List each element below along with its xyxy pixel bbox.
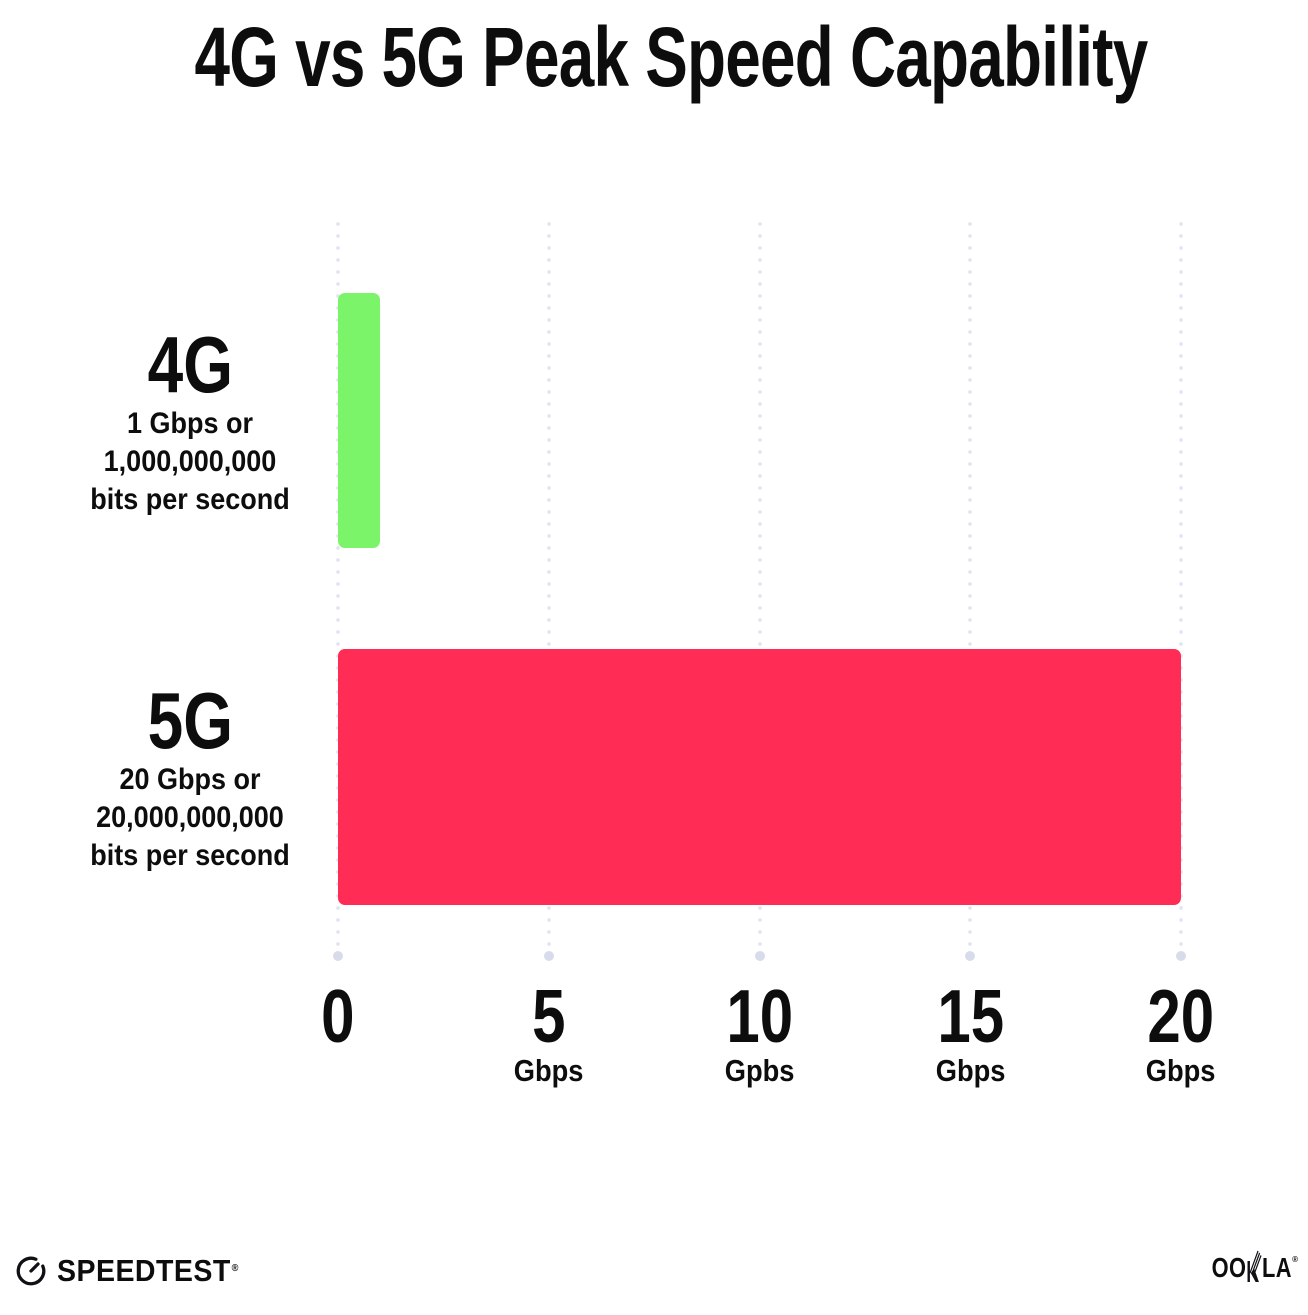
x-tick-unit-5: Gbps (399, 1055, 699, 1086)
row-label-4g: 4G (40, 325, 340, 405)
x-tick-unit-10: Gpbs (610, 1055, 910, 1086)
speedtest-trademark-symbol: ® (231, 1263, 239, 1274)
ookla-wordmark-la: LA (1262, 1252, 1293, 1283)
x-tick-label-20: 20 (1031, 979, 1308, 1054)
axis-tick-dot-0 (333, 951, 343, 961)
bar-5g (338, 649, 1181, 905)
speedtest-wordmark: SPEEDTEST® (57, 1254, 238, 1288)
row-description-line: bits per second (90, 483, 290, 516)
chart-title-text: 4G vs 5G Peak Speed Capability (194, 10, 1149, 104)
x-tick-value: 10 (726, 974, 793, 1058)
x-tick-unit-text: Gbps (513, 1053, 584, 1088)
row-label-5g: 5G (40, 681, 340, 761)
axis-tick-dot-20 (1176, 951, 1186, 961)
x-tick-label-10: 10 (610, 979, 910, 1054)
row-description-line: 20,000,000,000 (96, 801, 284, 834)
x-tick-unit-text: Gpbs (724, 1053, 795, 1088)
row-label-text: 4G (147, 320, 233, 409)
gridline-0 (336, 222, 340, 949)
axis-tick-dot-10 (754, 951, 765, 961)
x-tick-unit-text: Gbps (935, 1053, 1006, 1088)
x-tick-value: 5 (532, 974, 566, 1058)
x-tick-value: 0 (321, 974, 355, 1058)
row-description-line: bits per second (90, 839, 290, 872)
x-tick-value: 15 (936, 974, 1004, 1058)
ookla-trademark-symbol: ® (1292, 1255, 1298, 1264)
x-tick-value: 20 (1147, 974, 1215, 1058)
gridline-15 (968, 222, 973, 949)
row-description-line: 1,000,000,000 (103, 445, 277, 478)
ookla-wordmark: OO LA (1212, 1250, 1292, 1282)
x-tick-unit-15: Gbps (820, 1055, 1120, 1086)
row-label-text: 5G (147, 676, 233, 765)
row-description-4g: 1 Gbps or 1,000,000,000 bits per second (40, 405, 340, 519)
gridline-10 (757, 222, 762, 949)
x-tick-label-15: 15 (820, 979, 1120, 1054)
gridline-20 (1179, 222, 1183, 949)
ookla-logo: OO LA ® (1189, 1250, 1298, 1282)
row-description-line: 20 Gbps or (119, 763, 261, 796)
speedtest-wordmark-text: SPEEDTEST (57, 1253, 231, 1288)
axis-tick-dot-5 (543, 951, 554, 961)
x-tick-unit-text: Gbps (1146, 1053, 1216, 1088)
axis-tick-dot-15 (965, 951, 976, 961)
ookla-hatched-k-icon (1247, 1250, 1262, 1282)
row-description-5g: 20 Gbps or 20,000,000,000 bits per second (40, 761, 340, 875)
x-tick-label-0: 0 (188, 979, 488, 1054)
ookla-wordmark-oo: OO (1211, 1252, 1247, 1283)
speedtest-logo: SPEEDTEST® (14, 1254, 254, 1288)
gridline-5 (546, 222, 551, 949)
chart-title: 4G vs 5G Peak Speed Capability (0, 15, 1308, 99)
x-tick-label-5: 5 (399, 979, 699, 1054)
speedtest-gauge-icon (14, 1254, 48, 1288)
x-tick-unit-20: Gbps (1031, 1055, 1308, 1086)
bar-4g (338, 293, 380, 548)
row-description-line: 1 Gbps or (126, 407, 254, 440)
